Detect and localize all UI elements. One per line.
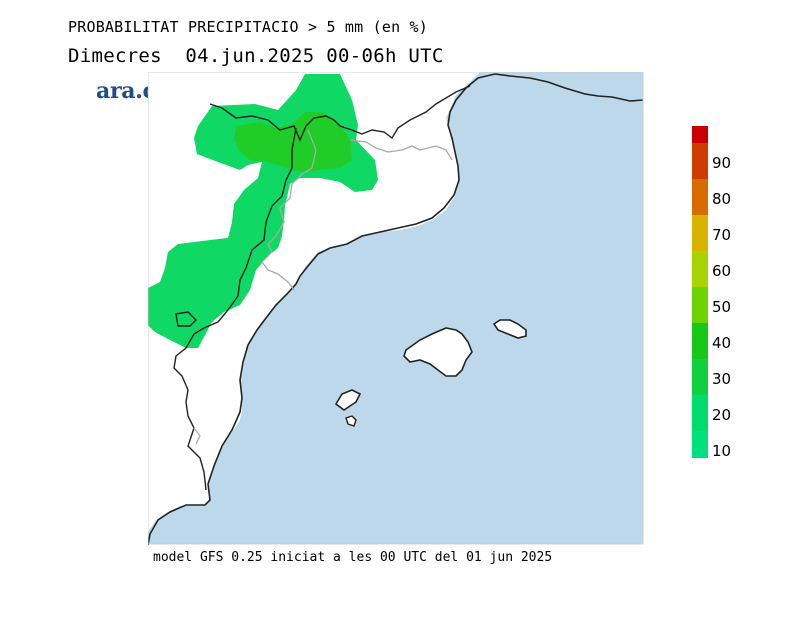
legend-color-swatch — [692, 323, 708, 359]
island-menorca — [492, 319, 527, 339]
map-title: PROBABILITAT PRECIPITACIO > 5 mm (en %) — [68, 18, 428, 36]
legend-color-swatch — [692, 287, 708, 323]
border-grey — [193, 129, 453, 445]
legend-color-swatch — [692, 431, 708, 458]
legend-label: 30 — [712, 370, 731, 388]
mainland — [148, 72, 480, 532]
precipitation-map — [148, 72, 644, 545]
map-subtitle-date: Dimecres 04.jun.2025 00-06h UTC — [68, 45, 444, 67]
legend-color-swatch — [692, 126, 708, 143]
legend-color-swatch — [692, 359, 708, 395]
legend-label: 10 — [712, 442, 731, 458]
legend-label: 60 — [712, 262, 731, 280]
map-frame — [148, 72, 644, 545]
legend-color-swatch — [692, 215, 708, 251]
legend-color-swatch — [692, 179, 708, 215]
probability-legend: 90 80 70 60 50 40 30 20 10 — [692, 126, 731, 458]
legend-label: 50 — [712, 298, 731, 316]
island-mallorca — [403, 327, 473, 377]
model-footer-note: model GFS 0.25 iniciat a les 00 UTC del … — [153, 550, 553, 565]
legend-color-swatch — [692, 251, 708, 287]
legend-color-swatch — [692, 395, 708, 431]
legend-label: 90 — [712, 154, 731, 172]
legend-label: 20 — [712, 406, 731, 424]
coastline — [148, 73, 644, 545]
island-formentera — [345, 415, 357, 427]
island-ibiza — [334, 389, 362, 411]
legend-label: 80 — [712, 190, 731, 208]
legend-label: 70 — [712, 226, 731, 244]
legend-color-swatch — [692, 143, 708, 179]
border-dark — [173, 85, 471, 491]
legend-label: 40 — [712, 334, 731, 352]
